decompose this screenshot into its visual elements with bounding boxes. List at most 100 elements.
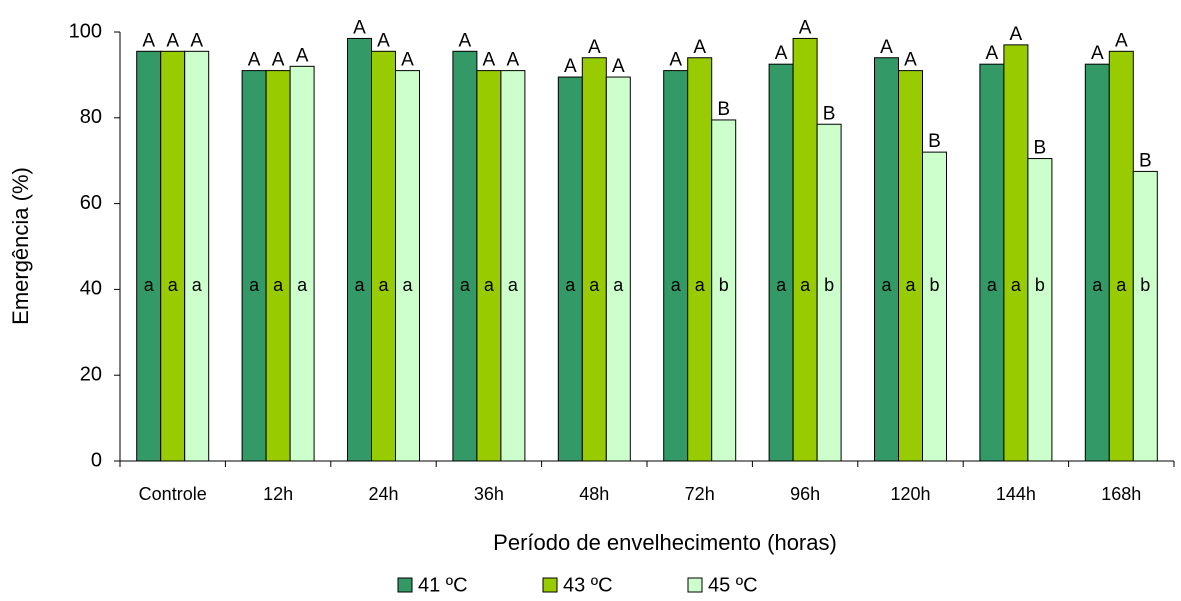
letter-inside: b: [929, 275, 939, 295]
letter-inside: a: [695, 275, 706, 295]
letter-inside: a: [565, 275, 576, 295]
bar: [792, 37, 818, 462]
letter-inside: a: [776, 275, 787, 295]
bar: [184, 50, 210, 462]
letter-above: A: [507, 50, 520, 71]
letter-inside: a: [1011, 275, 1022, 295]
letter-inside: a: [168, 275, 179, 295]
legend-label: 45 ºC: [708, 574, 758, 596]
letter-inside: a: [905, 275, 916, 295]
bar: [557, 76, 583, 462]
bar: [663, 70, 689, 462]
bar: [241, 70, 267, 462]
letter-inside: a: [297, 275, 308, 295]
y-tick-label: 80: [80, 106, 102, 128]
letter-inside: a: [402, 275, 413, 295]
letter-inside: a: [484, 275, 495, 295]
letter-above: A: [880, 37, 893, 58]
y-tick-label: 20: [80, 363, 102, 385]
letter-above: A: [564, 56, 577, 77]
letter-above: A: [377, 30, 390, 51]
letter-above: A: [1010, 24, 1023, 45]
letter-above: A: [483, 50, 496, 71]
x-tick-label: 12h: [263, 484, 293, 504]
bar: [711, 119, 737, 462]
letter-above: A: [401, 50, 414, 71]
bar: [136, 50, 162, 462]
legend-label: 41 ºC: [418, 574, 468, 596]
letter-inside: b: [719, 275, 729, 295]
y-tick-label: 60: [80, 192, 102, 214]
letter-above: A: [799, 17, 812, 38]
letter-inside: a: [508, 275, 519, 295]
letter-above: A: [272, 50, 285, 71]
letter-inside: a: [460, 275, 471, 295]
letter-above: A: [353, 17, 366, 38]
letter-inside: a: [1116, 275, 1127, 295]
letter-above: A: [775, 43, 788, 64]
bar: [371, 50, 396, 462]
letter-above: A: [669, 50, 682, 71]
letter-inside: a: [273, 275, 284, 295]
letter-above: A: [904, 50, 917, 71]
letter-above: B: [928, 131, 941, 152]
bar: [979, 63, 1005, 462]
x-tick-label: 120h: [890, 484, 930, 504]
letter-above: A: [588, 37, 601, 58]
x-tick-label: 144h: [996, 484, 1036, 504]
letter-above: A: [612, 56, 625, 77]
letter-above: A: [693, 37, 706, 58]
x-tick-label: 36h: [474, 484, 504, 504]
letter-inside: b: [824, 275, 834, 295]
bar: [922, 151, 947, 462]
letter-inside: a: [192, 275, 203, 295]
y-tick-label: 0: [91, 449, 102, 471]
letter-inside: a: [1092, 275, 1103, 295]
letter-above: A: [1091, 43, 1104, 64]
letter-inside: a: [613, 275, 624, 295]
bar: [687, 57, 713, 462]
bar: [874, 57, 899, 462]
bar: [289, 65, 315, 462]
bar: [1003, 44, 1029, 462]
letter-above: A: [142, 30, 155, 51]
letter-inside: a: [987, 275, 998, 295]
letter-inside: a: [378, 275, 389, 295]
letter-above: A: [986, 43, 999, 64]
legend-label: 43 ºC: [563, 574, 613, 596]
bar: [1027, 158, 1053, 462]
legend-swatch: [687, 577, 703, 593]
letter-inside: b: [1035, 275, 1045, 295]
letter-above: B: [1139, 150, 1152, 171]
y-tick-label: 100: [69, 20, 102, 42]
bar: [581, 57, 607, 462]
letter-inside: a: [671, 275, 682, 295]
letter-inside: a: [800, 275, 811, 295]
bar: [1108, 50, 1134, 462]
letter-above: A: [248, 50, 261, 71]
letter-above: A: [190, 30, 203, 51]
legend-swatch: [397, 577, 413, 593]
letter-above: B: [823, 103, 836, 124]
letter-above: A: [166, 30, 179, 51]
bar: [898, 70, 923, 462]
x-tick-label: 24h: [368, 484, 398, 504]
letter-above: A: [459, 30, 472, 51]
bar: [768, 63, 794, 462]
bar: [1132, 170, 1158, 462]
x-tick-label: 48h: [579, 484, 609, 504]
bar: [1084, 63, 1110, 462]
bar: [605, 76, 631, 462]
letter-inside: a: [144, 275, 155, 295]
letter-inside: a: [881, 275, 892, 295]
y-axis-title: Emergência (%): [8, 167, 33, 325]
letter-inside: a: [589, 275, 600, 295]
y-tick-label: 40: [80, 278, 102, 300]
bar: [265, 70, 291, 462]
letter-inside: b: [1140, 275, 1150, 295]
x-axis-title: Período de envelhecimento (horas): [493, 530, 837, 555]
bar: [347, 37, 372, 462]
bar: [500, 70, 526, 462]
bar: [816, 123, 842, 462]
